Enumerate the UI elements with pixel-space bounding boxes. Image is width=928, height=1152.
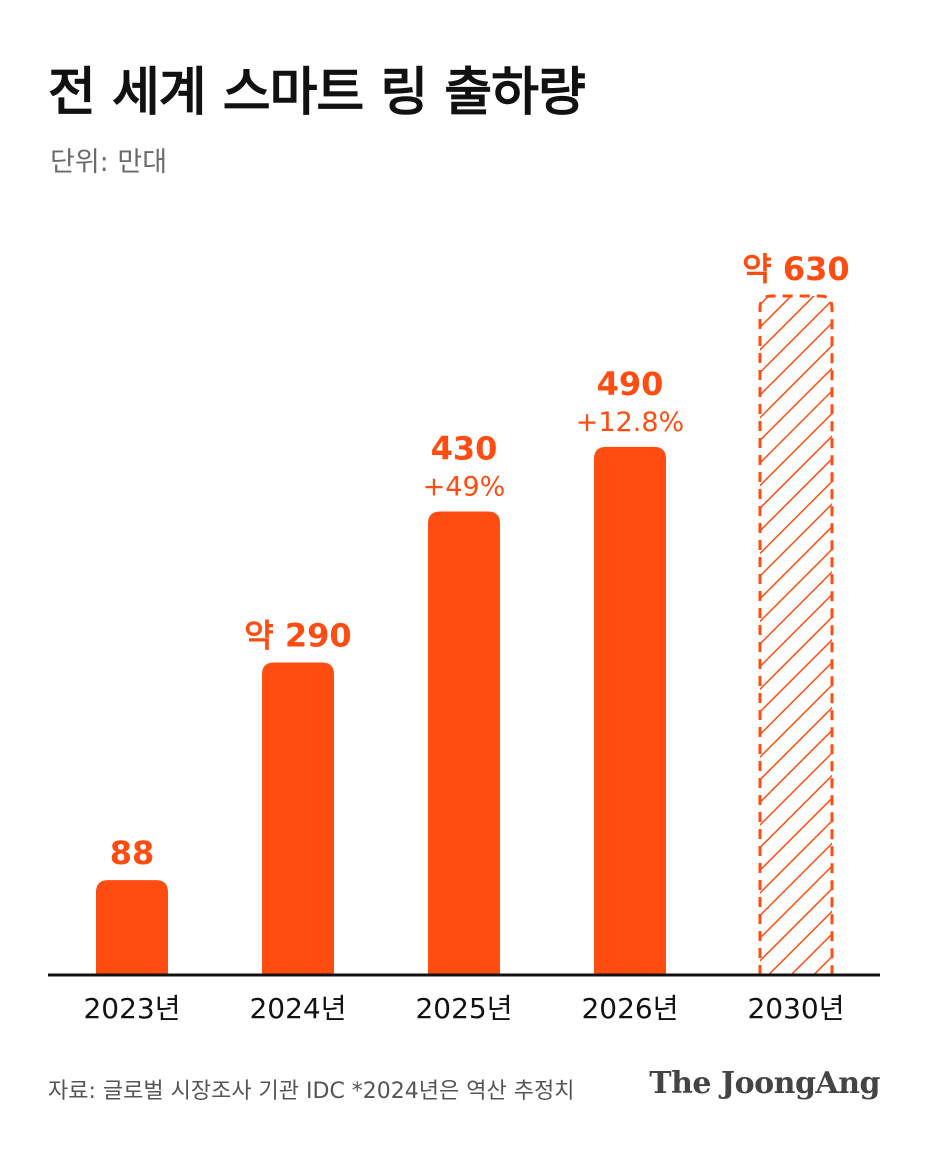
chart-title: 전 세계 스마트 링 출하량 xyxy=(48,63,586,123)
bar-3 xyxy=(594,446,666,975)
bar-0 xyxy=(96,880,168,975)
value-label-2: 430 xyxy=(431,430,498,468)
value-label-1: 약 290 xyxy=(244,616,351,654)
value-label-4: 약 630 xyxy=(742,250,849,288)
labels-group: 88 2023년 약 290 2024년 +49% 430 2025년 +12.8% 490 20… xyxy=(83,250,849,1025)
bar-1 xyxy=(262,662,334,975)
bar-2 xyxy=(428,511,500,975)
brand-logo: The JoongAng xyxy=(649,1066,880,1101)
unit-label: 단위: 만대 xyxy=(50,147,168,178)
value-label-0: 88 xyxy=(110,834,155,872)
bar-4 xyxy=(758,294,834,977)
category-label-1: 2024년 xyxy=(249,992,346,1025)
value-label-3: 490 xyxy=(597,365,664,403)
growth-label-2: +49% xyxy=(423,472,506,503)
category-label-0: 2023년 xyxy=(83,992,180,1025)
source-note: 자료: 글로벌 시장조사 기관 IDC *2024년은 역산 추정치 xyxy=(48,1079,575,1104)
category-label-3: 2026년 xyxy=(581,992,678,1025)
category-label-4: 2030년 xyxy=(747,992,844,1025)
category-label-2: 2025년 xyxy=(415,992,512,1025)
growth-label-3: +12.8% xyxy=(576,407,684,438)
bars-group xyxy=(96,294,834,977)
